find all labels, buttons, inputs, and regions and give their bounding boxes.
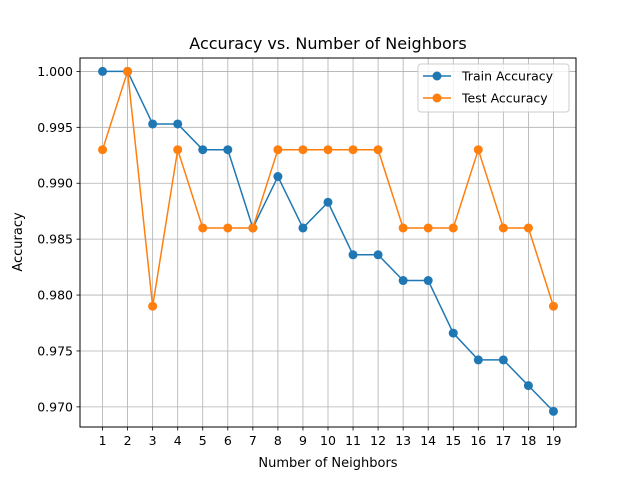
test-accuracy-point	[298, 145, 308, 155]
x-tick-label: 13	[395, 433, 411, 448]
test-accuracy-series	[98, 66, 558, 311]
train-accuracy-point	[548, 406, 558, 416]
chart-title: Accuracy vs. Number of Neighbors	[189, 34, 466, 53]
legend-train-marker	[432, 71, 442, 81]
y-tick-label: 1.000	[37, 64, 73, 79]
train-accuracy-point	[98, 66, 108, 76]
x-tick-label: 4	[174, 433, 182, 448]
train-accuracy-point	[173, 119, 183, 129]
train-accuracy-point	[373, 250, 383, 260]
legend-test-label: Test Accuracy	[461, 91, 548, 106]
test-accuracy-point	[173, 145, 183, 155]
x-tick-label: 8	[274, 433, 282, 448]
test-accuracy-point	[523, 223, 533, 233]
test-accuracy-point	[148, 301, 158, 311]
train-accuracy-point	[273, 172, 283, 182]
test-accuracy-point	[323, 145, 333, 155]
x-tick-label: 19	[546, 433, 562, 448]
train-accuracy-point	[148, 119, 158, 129]
train-accuracy-point	[323, 197, 333, 207]
x-tick-label: 10	[320, 433, 336, 448]
x-tick-label: 15	[445, 433, 461, 448]
test-accuracy-point	[223, 223, 233, 233]
train-accuracy-point	[398, 276, 408, 286]
test-accuracy-point	[123, 66, 133, 76]
test-accuracy-point	[398, 223, 408, 233]
legend: Train Accuracy Test Accuracy	[417, 63, 570, 113]
train-accuracy-point	[448, 328, 458, 338]
y-tick-label: 0.995	[37, 120, 73, 135]
series	[98, 66, 558, 416]
train-accuracy-point	[348, 250, 358, 260]
train-accuracy-point	[523, 381, 533, 391]
x-tick-label: 1	[99, 433, 107, 448]
test-accuracy-point	[423, 223, 433, 233]
test-accuracy-point	[198, 223, 208, 233]
x-axis-label: Number of Neighbors	[258, 456, 397, 471]
y-axis-label: Accuracy	[11, 212, 26, 272]
legend-train-label: Train Accuracy	[461, 69, 554, 84]
test-accuracy-point	[498, 223, 508, 233]
train-accuracy-point	[498, 355, 508, 365]
x-tick-label: 18	[520, 433, 536, 448]
test-accuracy-point	[473, 145, 483, 155]
y-tick-label: 0.980	[37, 288, 73, 303]
x-tick-label: 2	[124, 433, 132, 448]
legend-test-marker	[432, 93, 442, 103]
train-accuracy-point	[473, 355, 483, 365]
test-accuracy-point	[273, 145, 283, 155]
y-tick-label: 0.970	[37, 399, 73, 414]
x-tick-label: 9	[299, 433, 307, 448]
axis-ticks: 1 2 3 4 5 6 7 8 9 10 11 12 13 14 15 16 17 18 190.9700.9750…	[37, 64, 561, 448]
x-tick-label: 17	[495, 433, 511, 448]
y-tick-label: 0.985	[37, 232, 73, 247]
test-accuracy-point	[448, 223, 458, 233]
x-tick-label: 6	[224, 433, 232, 448]
x-tick-label: 5	[199, 433, 207, 448]
x-tick-label: 3	[149, 433, 157, 448]
x-tick-label: 11	[345, 433, 361, 448]
train-accuracy-point	[198, 145, 208, 155]
x-tick-label: 16	[470, 433, 486, 448]
x-tick-label: 14	[420, 433, 436, 448]
y-tick-label: 0.975	[37, 343, 73, 358]
train-accuracy-point	[423, 276, 433, 286]
test-accuracy-point	[248, 223, 258, 233]
test-accuracy-point	[98, 145, 108, 155]
train-accuracy-point	[298, 223, 308, 233]
legend-box	[417, 63, 570, 113]
test-accuracy-point	[548, 301, 558, 311]
test-accuracy-point	[373, 145, 383, 155]
test-accuracy-point	[348, 145, 358, 155]
x-tick-label: 12	[370, 433, 386, 448]
train-accuracy-point	[223, 145, 233, 155]
y-tick-label: 0.990	[37, 176, 73, 191]
x-tick-label: 7	[249, 433, 257, 448]
